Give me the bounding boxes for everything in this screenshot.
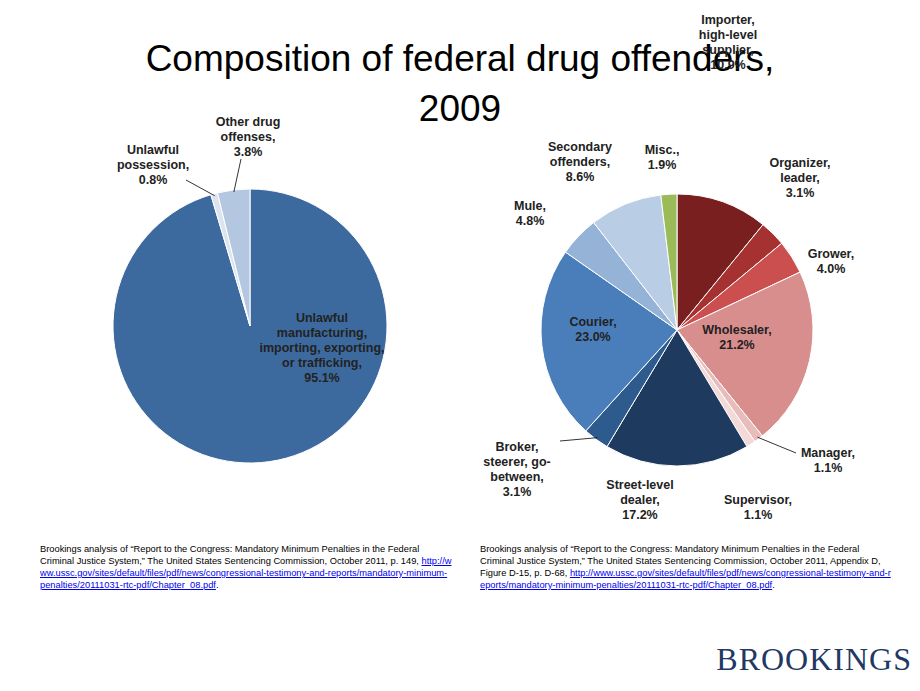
data-label: Unlawful possession,0.8% <box>108 143 198 188</box>
source-end: . <box>216 580 219 590</box>
leader-line <box>757 437 796 453</box>
slice-value: 3.8% <box>203 145 293 160</box>
slice-name: Misc., <box>645 143 680 157</box>
data-label: Importer, high-level supplier,10.9% <box>688 13 768 73</box>
slice-value: 8.6% <box>539 170 621 185</box>
pie <box>541 194 813 466</box>
data-label: Unlawful manufacturing, importing, expor… <box>252 311 392 386</box>
slice-value: 1.1% <box>718 508 798 523</box>
slice-name: Supervisor, <box>724 493 792 507</box>
brand-logo: BROOKINGS <box>716 641 912 678</box>
slice-name: Mule, <box>514 199 546 213</box>
slice-name: Importer, high-level supplier, <box>699 13 757 57</box>
slice-name: Other drug offenses, <box>216 115 281 144</box>
leader-line <box>186 180 215 196</box>
data-label: Secondary offenders,8.6% <box>539 140 621 185</box>
slice-name: Grower, <box>808 247 855 261</box>
slice-name: Unlawful possession, <box>117 143 189 172</box>
source-note: Brookings analysis of “Report to the Con… <box>480 543 892 591</box>
slice-value: 1.9% <box>637 158 687 173</box>
leader-line <box>560 438 597 441</box>
source-note: Brookings analysis of “Report to the Con… <box>40 543 452 591</box>
slice-value: 10.9% <box>688 58 768 73</box>
slice-name: Manager, <box>801 446 855 460</box>
slice-value: 4.0% <box>801 262 861 277</box>
slice-value: 95.1% <box>252 371 392 386</box>
slice-value: 23.0% <box>558 330 628 345</box>
slice-name: Unlawful manufacturing, importing, expor… <box>260 311 385 370</box>
slice-name: Secondary offenders, <box>548 140 612 169</box>
slice-name: Wholesaler, <box>702 323 771 337</box>
data-label: Courier,23.0% <box>558 315 628 345</box>
slice-value: 3.1% <box>473 485 561 500</box>
source-end: . <box>772 580 775 590</box>
data-label: Manager,1.1% <box>797 446 859 476</box>
slice <box>218 189 250 326</box>
data-label: Street-level dealer,17.2% <box>595 478 685 523</box>
data-label: Grower,4.0% <box>801 247 861 277</box>
pie <box>113 189 387 463</box>
slice-value: 0.8% <box>108 173 198 188</box>
source-text: Brookings analysis of “Report to the Con… <box>40 544 422 566</box>
slice-value: 4.8% <box>500 214 560 229</box>
slice <box>113 189 387 463</box>
leader-line <box>234 159 241 192</box>
slice-name: Street-level dealer, <box>606 478 673 507</box>
data-label: Misc.,1.9% <box>637 143 687 173</box>
slice <box>594 195 677 330</box>
slice-value: 21.2% <box>692 338 782 353</box>
data-label: Broker, steerer, go-between,3.1% <box>473 440 561 500</box>
slice <box>661 194 677 330</box>
data-label: Organizer, leader,3.1% <box>764 156 836 201</box>
data-label: Wholesaler,21.2% <box>692 323 782 353</box>
data-label: Mule,4.8% <box>500 199 560 229</box>
slice-name: Broker, steerer, go-between, <box>483 440 550 484</box>
slice-value: 17.2% <box>595 508 685 523</box>
slice-name: Courier, <box>569 315 616 329</box>
slice-name: Organizer, leader, <box>769 156 830 185</box>
data-label: Supervisor,1.1% <box>718 493 798 523</box>
data-label: Other drug offenses,3.8% <box>203 115 293 160</box>
stage: Composition of federal drug offenders, 2… <box>0 0 920 691</box>
slice-value: 1.1% <box>797 461 859 476</box>
slice-value: 3.1% <box>764 186 836 201</box>
